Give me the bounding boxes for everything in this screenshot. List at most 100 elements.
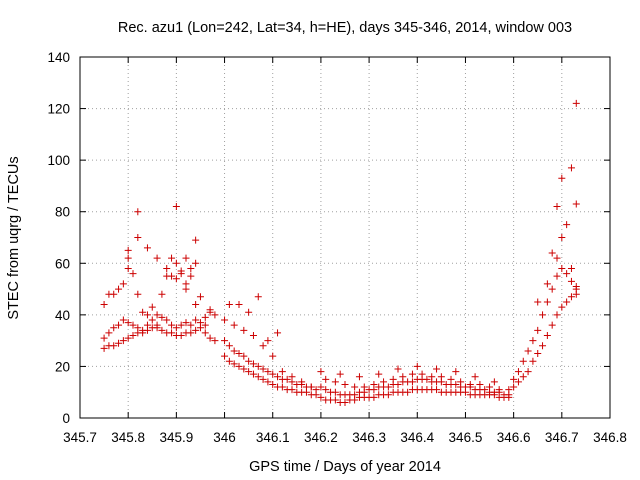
data-point <box>148 303 156 311</box>
data-point <box>240 352 248 360</box>
data-point <box>476 380 484 388</box>
data-point <box>413 362 421 370</box>
data-point <box>433 386 441 394</box>
data-point <box>452 368 460 376</box>
data-point <box>322 386 330 394</box>
x-tick-label: 346.5 <box>449 430 483 445</box>
data-point <box>447 375 455 383</box>
data-point <box>110 324 118 332</box>
data-point <box>553 254 561 262</box>
data-point <box>351 383 359 391</box>
data-point <box>331 388 339 396</box>
axes <box>79 56 611 419</box>
data-point <box>230 321 238 329</box>
data-point <box>471 373 479 381</box>
data-point <box>249 370 257 378</box>
data-point <box>457 378 465 386</box>
data-point <box>380 378 388 386</box>
data-point <box>264 368 272 376</box>
data-point <box>158 290 166 298</box>
data-point <box>119 280 127 288</box>
data-point <box>481 386 489 394</box>
data-point <box>134 290 142 298</box>
data-point <box>514 378 522 386</box>
data-point <box>168 329 176 337</box>
data-point <box>182 319 190 327</box>
data-point <box>134 324 142 332</box>
data-point <box>548 321 556 329</box>
data-point <box>259 342 267 350</box>
data-point <box>331 396 339 404</box>
data-point <box>211 311 219 319</box>
data-point <box>351 391 359 399</box>
data-point <box>505 386 513 394</box>
data-points <box>100 99 580 407</box>
data-point <box>143 311 151 319</box>
data-point <box>124 254 132 262</box>
data-point <box>452 380 460 388</box>
data-point <box>124 319 132 327</box>
data-point <box>259 375 267 383</box>
data-point <box>269 352 277 360</box>
data-point <box>399 373 407 381</box>
x-tick-label: 346.3 <box>352 430 386 445</box>
y-tick-label: 100 <box>47 153 70 168</box>
data-point <box>158 313 166 321</box>
data-point <box>254 373 262 381</box>
data-point <box>307 383 315 391</box>
data-point <box>567 277 575 285</box>
data-point <box>187 321 195 329</box>
data-point <box>115 339 123 347</box>
data-point <box>558 264 566 272</box>
data-point <box>259 365 267 373</box>
data-point <box>235 301 243 309</box>
data-point <box>428 373 436 381</box>
data-point <box>206 334 214 342</box>
data-point <box>153 311 161 319</box>
data-point <box>437 373 445 381</box>
data-point <box>404 388 412 396</box>
data-point <box>572 282 580 290</box>
data-point <box>129 321 137 329</box>
x-tick-label: 345.7 <box>63 430 97 445</box>
data-point <box>129 331 137 339</box>
data-point <box>163 264 171 272</box>
data-point <box>274 373 282 381</box>
data-point <box>201 329 209 337</box>
data-point <box>269 370 277 378</box>
data-point <box>341 399 349 407</box>
data-point <box>408 378 416 386</box>
data-point <box>384 391 392 399</box>
x-tick-label: 346.6 <box>497 430 531 445</box>
data-point <box>225 342 233 350</box>
data-point <box>153 254 161 262</box>
y-tick-label: 120 <box>47 102 70 117</box>
data-point <box>235 350 243 358</box>
data-point <box>124 334 132 342</box>
data-point <box>110 342 118 350</box>
data-point <box>543 331 551 339</box>
data-point <box>187 272 195 280</box>
data-point <box>206 308 214 316</box>
data-point <box>177 331 185 339</box>
data-point <box>418 370 426 378</box>
data-point <box>317 383 325 391</box>
data-point <box>370 380 378 388</box>
data-point <box>394 365 402 373</box>
data-point <box>192 236 200 244</box>
data-point <box>553 272 561 280</box>
data-point <box>177 267 185 275</box>
data-point <box>264 378 272 386</box>
y-axis-title: STEC from uqrg / TECUs <box>6 156 22 319</box>
data-point <box>225 357 233 365</box>
data-point <box>158 326 166 334</box>
data-point <box>274 329 282 337</box>
y-tick-label: 40 <box>55 308 70 323</box>
x-tick-label: 346.7 <box>545 430 579 445</box>
data-point <box>384 383 392 391</box>
data-point <box>529 337 537 345</box>
data-point <box>572 99 580 107</box>
data-point <box>225 301 233 309</box>
data-point <box>567 264 575 272</box>
data-point <box>558 174 566 182</box>
